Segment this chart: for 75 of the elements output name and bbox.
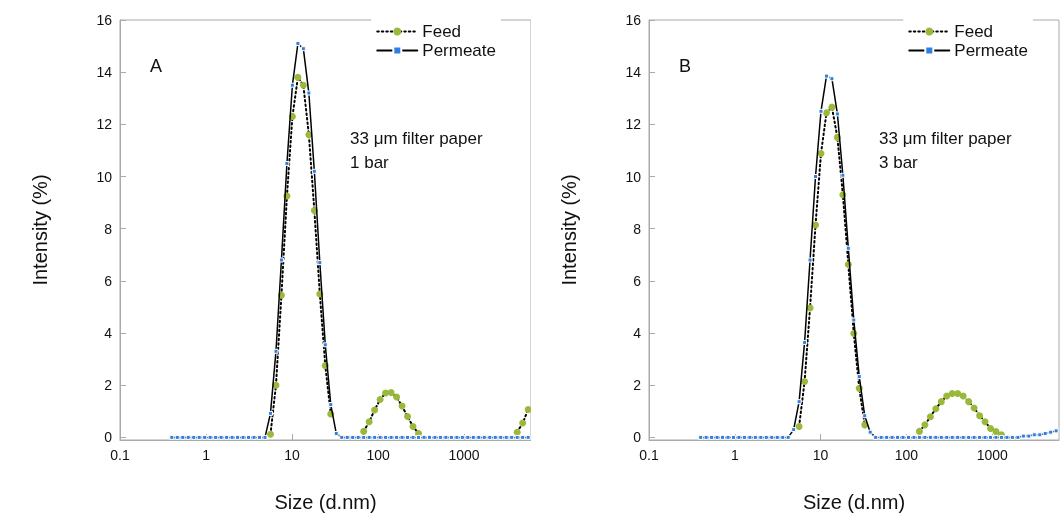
point	[409, 422, 417, 430]
y-tick-label: 4	[633, 325, 642, 342]
y-tick-label: 8	[104, 220, 113, 237]
x-axis-title: Size (d.nm)	[274, 491, 377, 513]
point	[915, 427, 923, 435]
y-tick-label: 2	[633, 377, 642, 394]
point	[992, 428, 1000, 436]
point	[360, 427, 368, 435]
y-tick-label: 16	[96, 12, 113, 28]
point	[294, 73, 302, 81]
x-tick-label: 100	[366, 447, 390, 463]
x-tick-label: 0.1	[110, 447, 130, 463]
x-tick-label: 100	[894, 447, 919, 463]
point	[959, 392, 967, 400]
annotation: 1 bar	[350, 153, 390, 172]
point	[937, 398, 945, 406]
x-axis-title: Size (d.nm)	[802, 491, 906, 513]
y-tick-label: 10	[625, 168, 642, 185]
y-tick-label: 10	[96, 168, 113, 185]
point	[387, 389, 395, 397]
x-tick-label: 10	[812, 447, 829, 463]
point	[365, 418, 373, 426]
text: A	[150, 56, 163, 76]
point	[965, 398, 973, 406]
point	[376, 396, 384, 404]
point	[921, 421, 929, 429]
point	[382, 389, 390, 397]
point	[943, 392, 951, 400]
point	[519, 419, 527, 427]
legend-label: Feed	[422, 22, 462, 41]
x-tick-label: 1000	[976, 447, 1009, 463]
point	[926, 413, 934, 421]
y-tick-label: 0	[633, 429, 642, 446]
y-axis-title: Intensity (%)	[558, 174, 580, 286]
point	[981, 418, 989, 426]
point	[404, 413, 412, 421]
point	[932, 405, 940, 413]
annotation: 3 bar	[879, 153, 919, 172]
x-tick-label: 1	[730, 447, 739, 463]
y-tick-label: 14	[96, 64, 113, 81]
y-tick-label: 0	[104, 429, 113, 446]
legend-label: Permeate	[422, 41, 496, 60]
point	[817, 150, 825, 158]
y-tick-label: 14	[625, 64, 642, 81]
legend-label: Feed	[954, 22, 994, 41]
y-tick-label: 12	[96, 116, 113, 133]
point	[954, 390, 962, 398]
annotation: 33 μm filter paper	[350, 129, 483, 148]
point	[812, 221, 820, 229]
y-tick-label: 6	[633, 272, 642, 289]
x-tick-label: 0.1	[639, 447, 659, 463]
annotation: 33 μm filter paper	[879, 129, 1012, 148]
y-axis-title: Intensity (%)	[29, 174, 51, 286]
point	[524, 405, 531, 413]
point	[795, 422, 803, 430]
y-tick-label: 8	[633, 220, 642, 237]
point	[976, 412, 984, 420]
y-tick-label: 16	[625, 12, 642, 28]
point	[822, 109, 830, 117]
point	[266, 430, 274, 438]
x-tick-label: 1	[202, 447, 211, 463]
point	[828, 103, 836, 111]
y-tick-label: 4	[104, 325, 113, 342]
point	[393, 393, 401, 401]
text: B	[679, 56, 692, 76]
x-tick-label: 10	[284, 447, 301, 463]
point	[371, 406, 379, 414]
y-tick-label: 6	[104, 272, 113, 289]
x-tick-label: 1000	[448, 447, 480, 463]
point	[987, 425, 995, 433]
point	[299, 81, 307, 89]
y-tick-label: 12	[625, 116, 642, 133]
point	[970, 404, 978, 412]
y-tick-label: 2	[104, 377, 113, 394]
legend-label: Permeate	[954, 41, 1028, 60]
